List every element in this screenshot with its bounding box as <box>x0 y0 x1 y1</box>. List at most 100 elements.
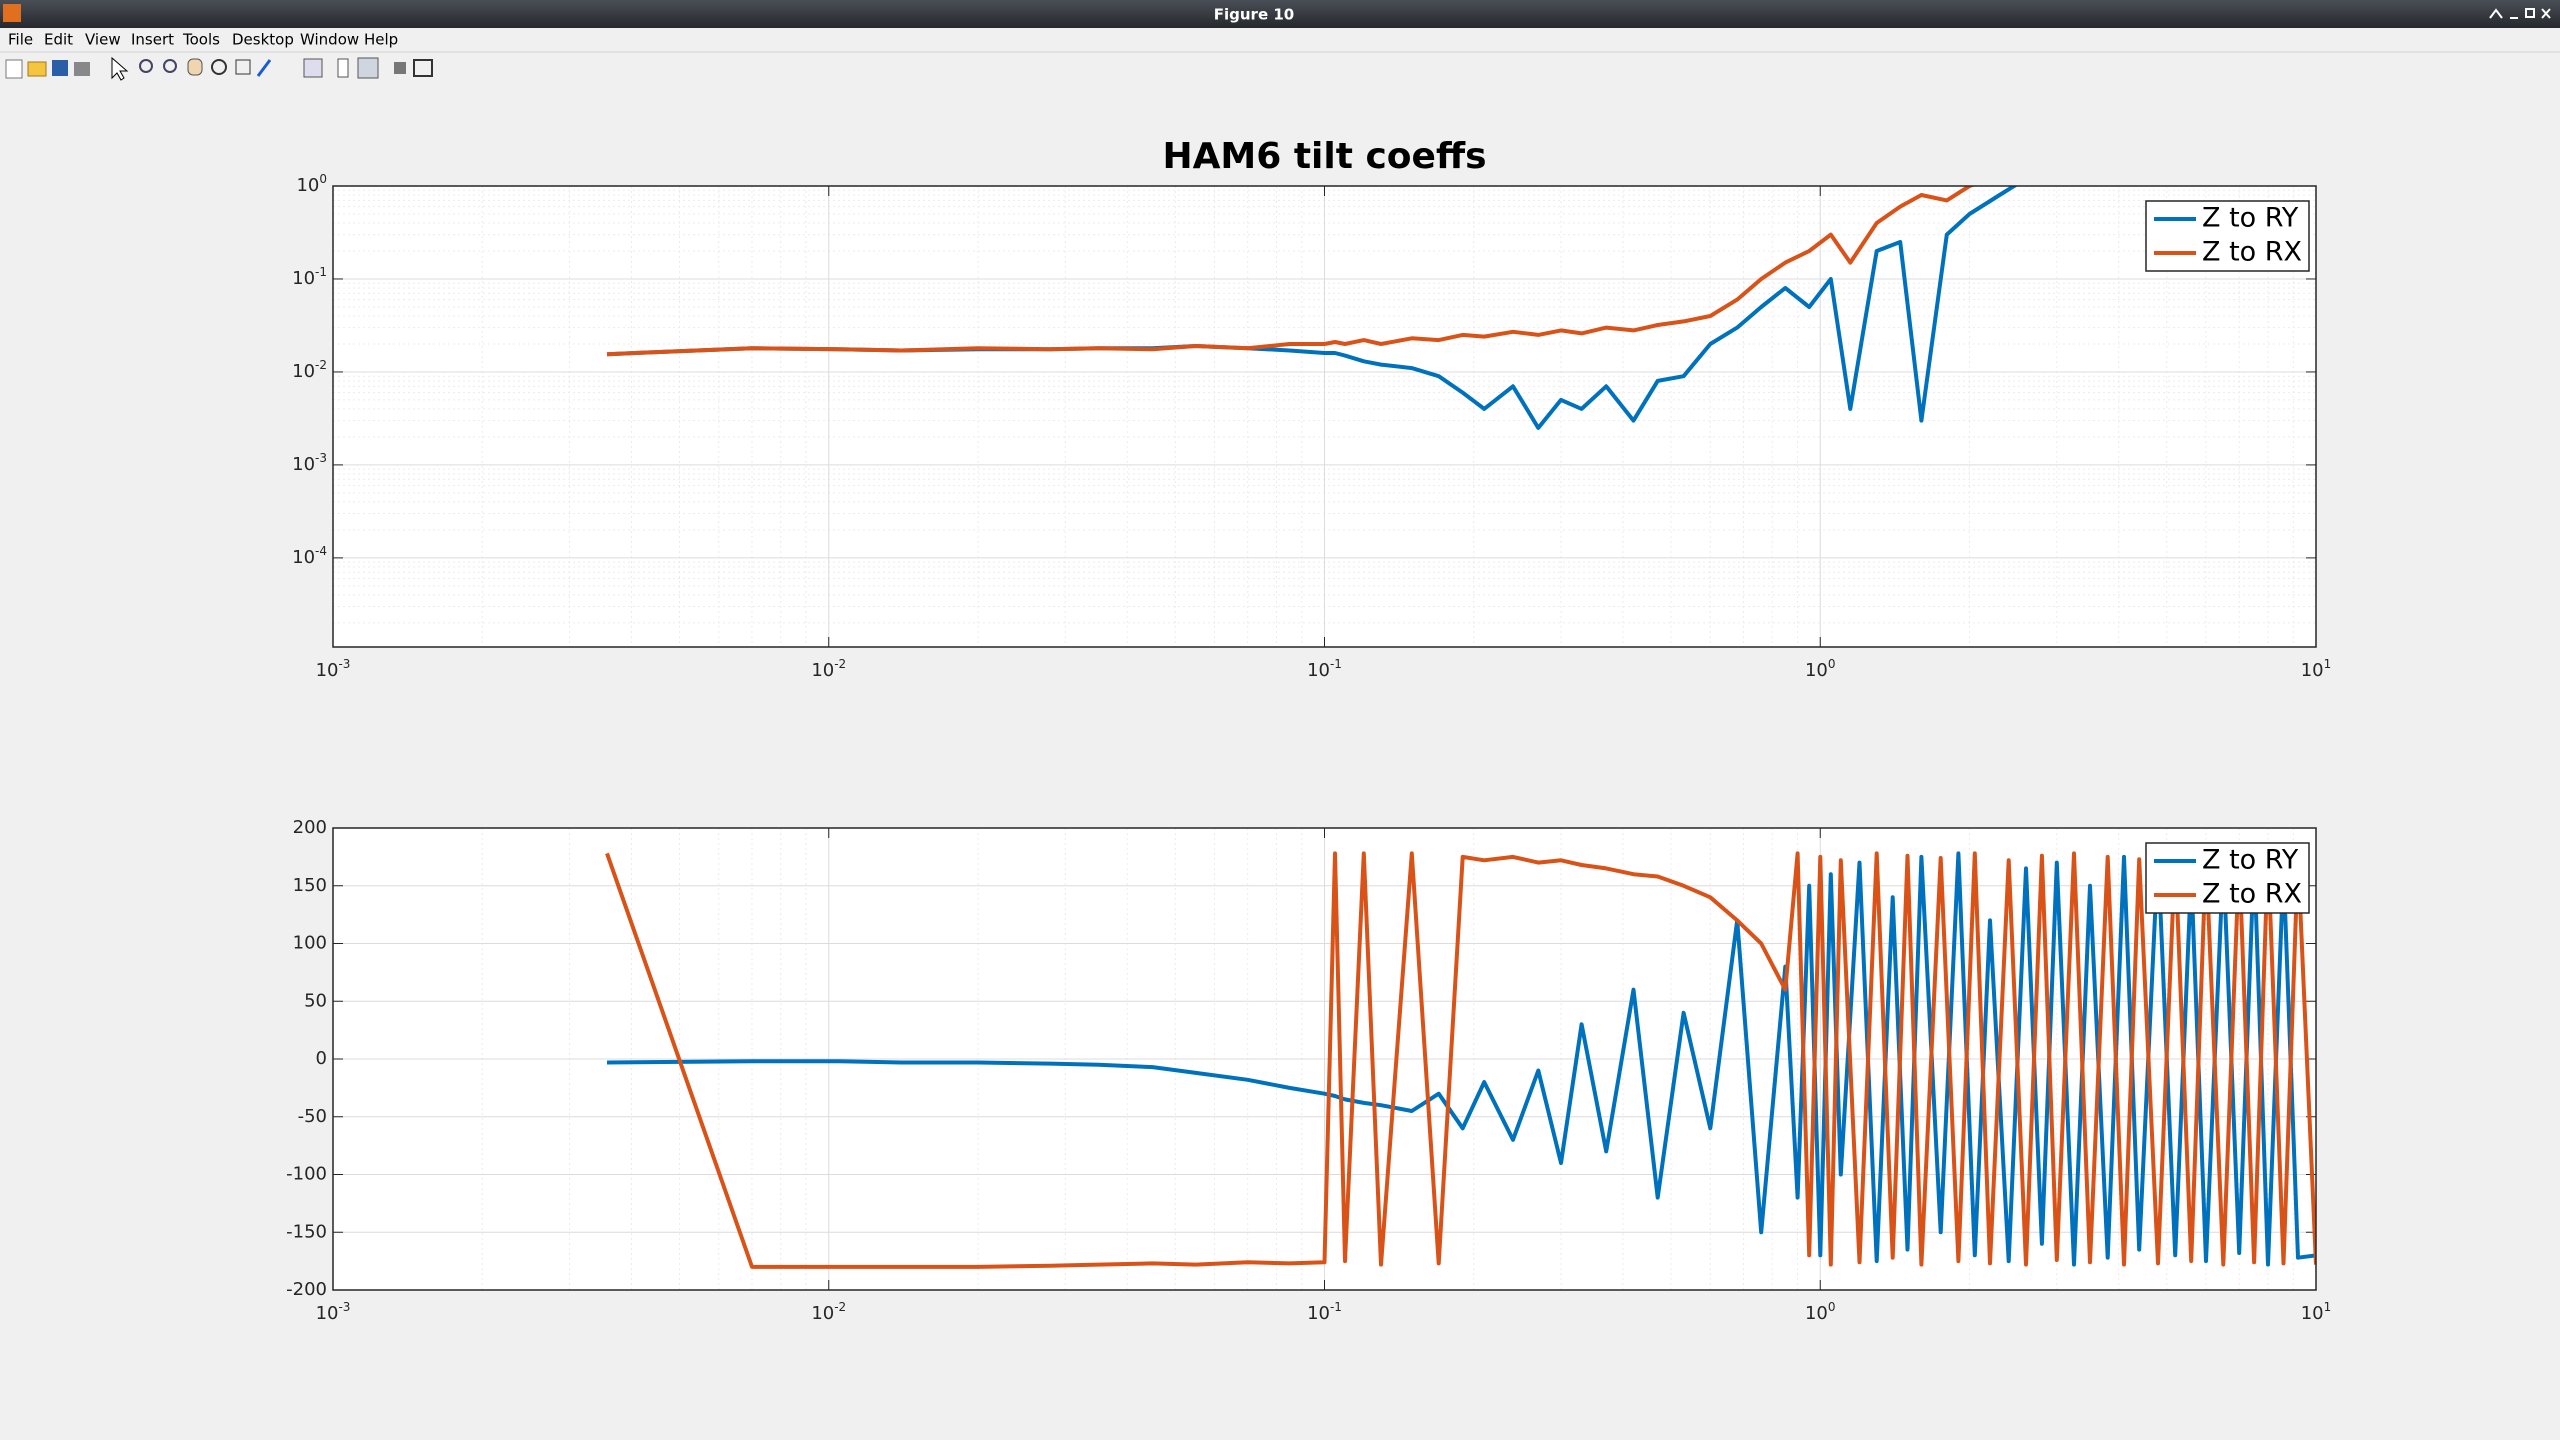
tick-base: 10 <box>316 660 339 681</box>
axes: 10-3 10-2 10-1 100 10110-410-310-210-1100HAM… <box>292 136 2331 681</box>
y-tick-label: 100 <box>293 933 327 954</box>
tool-colorbar[interactable] <box>337 58 349 78</box>
series-group <box>606 186 2018 430</box>
y-tick-label: 10-1 <box>292 264 327 289</box>
y-tick-label: -200 <box>286 1279 327 1300</box>
tick-exponent: -1 <box>1330 657 1342 671</box>
x-tick-label: 10-2 <box>811 1300 846 1325</box>
menu-item[interactable]: Tools <box>182 31 220 49</box>
window-button-maximize[interactable] <box>2525 8 2535 18</box>
tool-link[interactable] <box>303 58 323 78</box>
data-line <box>606 186 1976 357</box>
tick-exponent: -4 <box>315 543 327 557</box>
y-tick-label: 50 <box>304 990 327 1011</box>
axes-box <box>332 185 2317 648</box>
x-tick-label: 101 <box>2301 1300 2332 1325</box>
app-icon[interactable] <box>3 4 21 22</box>
x-tick-label: 10-1 <box>1307 657 1342 682</box>
tool-show-plot[interactable] <box>413 59 433 77</box>
tick-base: 10 <box>1307 1303 1330 1324</box>
tool-print[interactable] <box>74 62 90 76</box>
menu-item[interactable]: Edit <box>44 31 73 49</box>
y-tick-label: -100 <box>286 1164 327 1185</box>
tool-legend[interactable] <box>357 57 379 79</box>
tick-base: 10 <box>292 454 315 475</box>
tick-base: 10 <box>316 1303 339 1324</box>
legend-label: Z to RX <box>2202 237 2302 268</box>
y-tick-label: 0 <box>316 1048 327 1069</box>
axes: 10-3 10-2 10-1 100 101-200-150-100-500501001… <box>286 817 2331 1324</box>
y-tick-label: 10-2 <box>292 357 327 382</box>
tool-select[interactable] <box>111 56 129 81</box>
tick-base: 10 <box>296 175 319 196</box>
tick-base: 10 <box>292 268 315 289</box>
tick-exponent: -2 <box>834 657 846 671</box>
tick-exponent: -3 <box>315 450 327 464</box>
x-tick-label: 10-3 <box>316 1300 351 1325</box>
window-button-up[interactable] <box>2489 8 2503 19</box>
toolbar <box>5 56 433 81</box>
x-tick-label: 10-3 <box>316 657 351 682</box>
x-tick-label: 101 <box>2301 657 2332 682</box>
tick-exponent: -2 <box>834 1300 846 1314</box>
tool-zoom-in[interactable] <box>139 59 153 73</box>
tick-base: 10 <box>292 547 315 568</box>
legend-box <box>2145 842 2310 914</box>
window-title: Figure 10 <box>1214 6 1294 24</box>
menu-bar <box>0 28 2560 52</box>
tick-exponent: -3 <box>338 657 350 671</box>
y-tick-label: -50 <box>298 1106 327 1127</box>
tool-zoom-out[interactable] <box>163 59 177 73</box>
window-button-close[interactable] <box>2541 8 2551 19</box>
tick-base: 10 <box>811 660 834 681</box>
tick-base: 10 <box>292 361 315 382</box>
y-tick-label: 100 <box>296 172 327 197</box>
tool-brush[interactable] <box>256 59 272 77</box>
menu-item[interactable]: File <box>8 31 33 49</box>
y-tick-label: 150 <box>293 875 327 896</box>
tick-base: 10 <box>2301 660 2324 681</box>
menu-item[interactable]: Insert <box>131 31 174 49</box>
legend: Z to RYZ to RX <box>2145 200 2310 272</box>
tick-exponent: -2 <box>315 357 327 371</box>
axes-box <box>332 827 2317 1291</box>
title-bar <box>0 0 2560 28</box>
y-tick-label: -150 <box>286 1221 327 1242</box>
x-tick-label: 100 <box>1805 1300 1836 1325</box>
series-group <box>605 851 2316 1269</box>
tick-base: 10 <box>2301 1303 2324 1324</box>
x-tick-label: 10-1 <box>1307 1300 1342 1325</box>
x-tick-label: 100 <box>1805 657 1836 682</box>
menu-item[interactable]: Window <box>300 31 359 49</box>
chart-title: HAM6 tilt coeffs <box>1162 136 1486 177</box>
tick-base: 10 <box>1805 1303 1828 1324</box>
tick-exponent: 1 <box>2324 657 2332 671</box>
tool-pan[interactable] <box>187 58 203 76</box>
tick-exponent: 0 <box>319 172 327 186</box>
tool-open[interactable] <box>27 61 47 77</box>
legend-label: Z to RY <box>2202 203 2299 234</box>
menu-item[interactable]: View <box>85 31 121 49</box>
tool-hide-plot[interactable] <box>394 62 406 74</box>
tick-exponent: 0 <box>1828 657 1836 671</box>
menu-item[interactable]: Desktop <box>232 31 294 49</box>
y-tick-label: 200 <box>293 817 327 838</box>
tick-exponent: -1 <box>1330 1300 1342 1314</box>
tick-base: 10 <box>1805 660 1828 681</box>
tool-new[interactable] <box>5 59 23 79</box>
menu-item[interactable]: Help <box>364 31 398 49</box>
tool-save[interactable] <box>52 60 68 76</box>
y-tick-label: 10-4 <box>292 543 327 568</box>
tick-exponent: -1 <box>315 264 327 278</box>
tick-base: 10 <box>1307 660 1330 681</box>
tool-rotate[interactable] <box>211 59 227 75</box>
legend-label: Z to RY <box>2202 845 2299 876</box>
tick-exponent: 1 <box>2324 1300 2332 1314</box>
legend-label: Z to RX <box>2202 879 2302 910</box>
tool-datatip[interactable] <box>235 59 251 75</box>
legend-box <box>2145 200 2310 272</box>
x-tick-label: 10-2 <box>811 657 846 682</box>
tick-base: 10 <box>811 1303 834 1324</box>
